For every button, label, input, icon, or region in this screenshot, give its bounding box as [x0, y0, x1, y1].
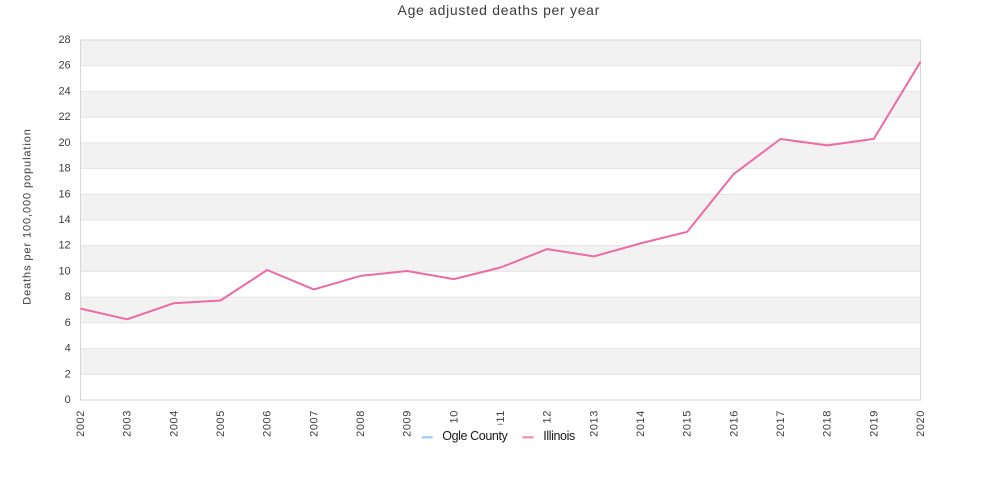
svg-text:22: 22	[58, 111, 70, 123]
svg-text:2020: 2020	[915, 410, 927, 437]
svg-text:24: 24	[58, 85, 70, 97]
svg-text:2003: 2003	[122, 410, 134, 437]
svg-text:20: 20	[58, 137, 70, 149]
svg-text:Age adjusted deaths per year: Age adjusted deaths per year	[398, 2, 601, 18]
svg-text:28: 28	[58, 34, 70, 46]
svg-text:2015: 2015	[682, 410, 694, 437]
svg-text:2006: 2006	[262, 410, 274, 437]
svg-text:0: 0	[65, 394, 71, 406]
svg-text:2005: 2005	[215, 410, 227, 437]
svg-text:18: 18	[58, 163, 70, 175]
svg-text:2013: 2013	[588, 410, 600, 437]
svg-text:6: 6	[65, 317, 71, 329]
svg-text:2017: 2017	[775, 410, 787, 437]
svg-text:2009: 2009	[402, 410, 414, 437]
svg-text:2008: 2008	[355, 410, 367, 437]
svg-text:4: 4	[65, 343, 71, 355]
svg-text:2014: 2014	[635, 410, 647, 437]
svg-text:2019: 2019	[868, 410, 880, 437]
svg-text:14: 14	[58, 214, 70, 226]
svg-text:2004: 2004	[168, 410, 180, 437]
svg-text:26: 26	[58, 60, 70, 72]
svg-text:2002: 2002	[75, 410, 87, 437]
svg-text:8: 8	[65, 291, 71, 303]
svg-text:2016: 2016	[728, 410, 740, 437]
svg-text:16: 16	[58, 188, 70, 200]
svg-text:Illinois: Illinois	[543, 429, 575, 443]
svg-text:Deaths per 100,000 population: Deaths per 100,000 population	[22, 128, 34, 305]
svg-text:Ogle County: Ogle County	[442, 429, 508, 443]
svg-text:2018: 2018	[822, 410, 834, 437]
svg-text:2: 2	[65, 368, 71, 380]
svg-text:2007: 2007	[308, 410, 320, 437]
svg-text:10: 10	[58, 265, 70, 277]
svg-text:12: 12	[58, 240, 70, 252]
